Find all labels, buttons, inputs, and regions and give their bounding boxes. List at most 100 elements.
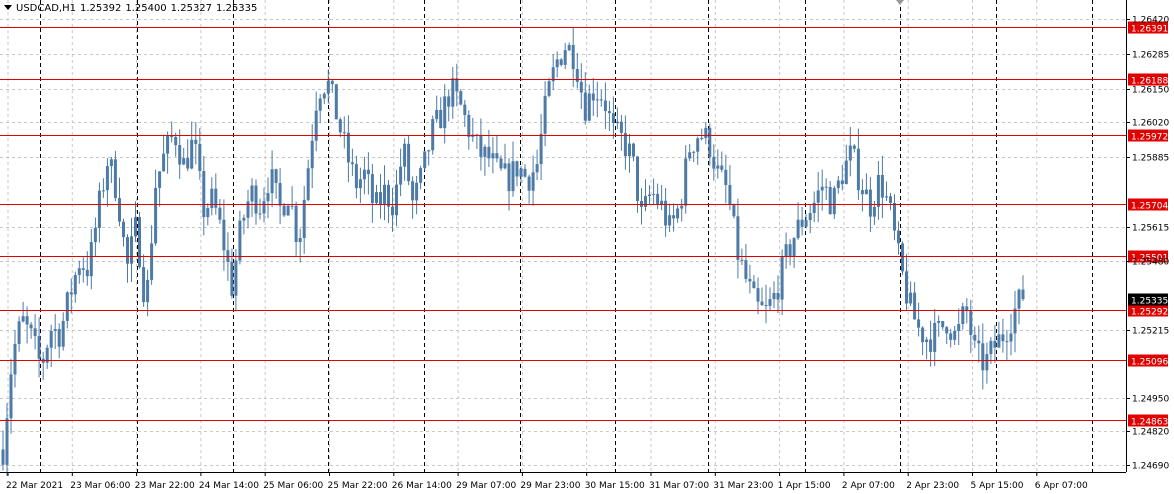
candle [266, 177, 270, 219]
candle [760, 287, 764, 306]
grid-layer [0, 0, 1126, 472]
candle [720, 151, 724, 173]
candle [459, 89, 463, 106]
candle [824, 178, 828, 200]
candle [286, 203, 290, 216]
candle [346, 115, 350, 183]
candle [756, 277, 760, 315]
candle [37, 317, 41, 378]
candle [672, 203, 676, 232]
candle [772, 281, 776, 309]
candle [362, 156, 366, 195]
x-tick-label: 31 Mar 07:00 [649, 481, 709, 491]
candle [395, 169, 398, 227]
level-label-bg [1128, 129, 1168, 142]
candle [611, 96, 615, 139]
candle [563, 43, 567, 69]
candle [5, 403, 9, 476]
low-value: 1.25327 [170, 3, 213, 14]
candle [527, 174, 531, 204]
candle [118, 177, 121, 227]
chart-header: USDCAD,H1 1.25392 1.25400 1.25327 1.25335 [4, 3, 261, 14]
candle [158, 171, 162, 207]
level-label-bg [1128, 304, 1168, 317]
candle [33, 314, 37, 350]
symbol-label: USDCAD,H1 [16, 3, 76, 14]
chevron-down-icon[interactable] [4, 5, 12, 10]
level-label: 1.25292 [1131, 308, 1168, 318]
candle [1009, 313, 1013, 356]
level-label: 1.26188 [1131, 77, 1168, 87]
candle [836, 175, 840, 194]
candle [274, 168, 278, 199]
candle [170, 121, 174, 143]
candle [383, 165, 386, 221]
candle [174, 132, 178, 157]
candle [648, 185, 651, 204]
candle [379, 173, 382, 219]
candle [680, 198, 684, 222]
candle [354, 155, 358, 199]
candle [728, 165, 732, 211]
candle [832, 185, 836, 219]
x-tick-label: 26 Mar 14:00 [392, 481, 452, 491]
candle [105, 158, 109, 207]
candle [1013, 290, 1017, 353]
candle [61, 312, 65, 351]
candle [905, 254, 908, 311]
candle [1017, 288, 1021, 325]
x-tick-label: 30 Mar 15:00 [585, 481, 645, 491]
candle [583, 72, 587, 125]
candle [997, 321, 1001, 348]
candle [792, 237, 796, 268]
candle [122, 218, 125, 247]
candle [989, 337, 993, 364]
candle [89, 229, 93, 290]
candle [487, 129, 491, 168]
candle [515, 160, 519, 187]
candle [198, 128, 202, 180]
candle [278, 168, 282, 225]
candle [812, 191, 816, 222]
candle [423, 151, 427, 171]
candle [607, 100, 611, 131]
candle [788, 239, 792, 266]
candle [893, 194, 896, 241]
x-tick-label: 25 Mar 22:00 [328, 481, 388, 491]
candle [49, 324, 53, 367]
candle [724, 154, 728, 204]
candle [876, 161, 880, 220]
level-label-bg [1128, 354, 1168, 367]
candle [925, 336, 929, 360]
y-tick-label: 1.24950 [1132, 395, 1169, 405]
candle [166, 131, 170, 174]
candle [366, 152, 370, 195]
candle [126, 234, 129, 283]
candle [342, 116, 346, 149]
candle [688, 144, 692, 161]
candle [270, 150, 274, 208]
candle [370, 164, 374, 223]
candle [752, 275, 756, 289]
candle [451, 66, 455, 119]
candle [547, 77, 551, 98]
candle [162, 134, 166, 172]
candle [808, 204, 812, 234]
candle [499, 155, 503, 171]
candle [828, 181, 832, 215]
candle [764, 284, 768, 324]
candle [716, 149, 720, 179]
candle [664, 188, 668, 237]
candle [194, 122, 198, 165]
y-tick-label: 1.25615 [1132, 224, 1169, 234]
current-price-bg [1128, 293, 1168, 306]
horizontal-levels[interactable]: 1.26391 1.26188 1.25972 1.25704 1.25501 1.252… [0, 21, 1168, 428]
candle [957, 308, 961, 345]
level-label: 1.25704 [1131, 202, 1168, 212]
x-tick-label: 31 Mar 23:00 [713, 481, 773, 491]
level-label-bg [1128, 250, 1168, 263]
level-line-group: 1.25501 [0, 250, 1168, 264]
candle [318, 94, 322, 124]
